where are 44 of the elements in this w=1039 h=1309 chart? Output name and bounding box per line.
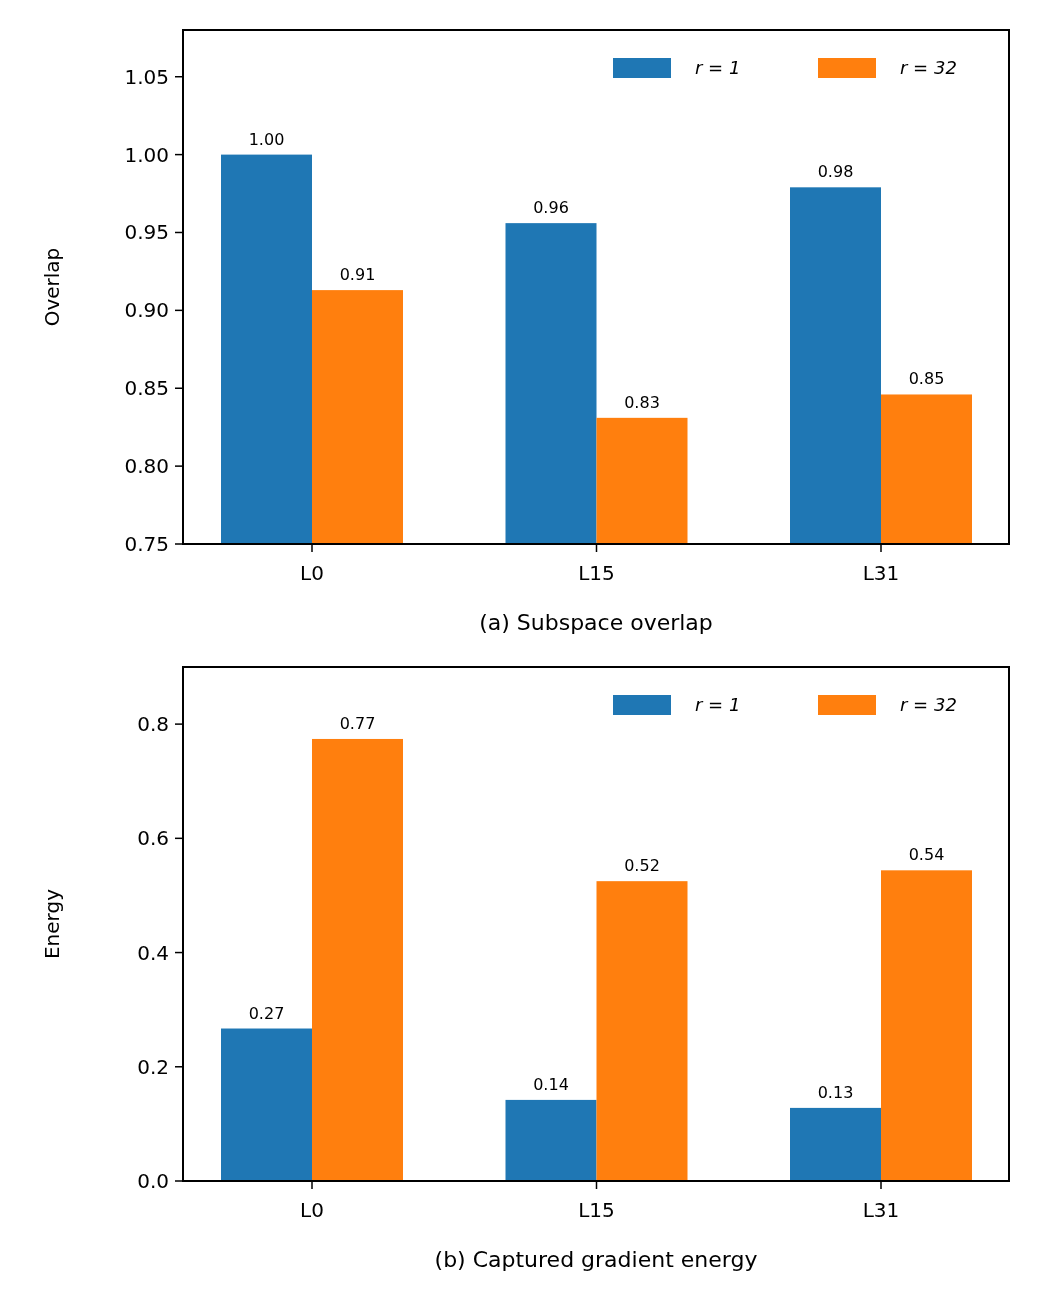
legend-label: r = 1 (695, 694, 741, 716)
y-tick-label: 0.75 (124, 532, 169, 556)
data-label: 0.85 (908, 369, 945, 389)
y-tick-label: 0.8 (137, 712, 169, 737)
data-label: 0.77 (339, 713, 376, 733)
data-label: 0.13 (817, 1082, 854, 1102)
bar (221, 1028, 312, 1181)
bar (596, 881, 688, 1181)
x-tick-label: L15 (578, 561, 615, 585)
x-tick-label: L31 (862, 1198, 900, 1222)
y-axis-title: Energy (40, 888, 64, 960)
y-axis-title: Overlap (40, 247, 64, 327)
y-tick-label: 0.0 (137, 1169, 169, 1193)
legend-label: r = 32 (900, 57, 957, 79)
y-tick-label: 1.00 (124, 142, 169, 167)
y-tick-label: 0.6 (137, 826, 169, 851)
data-label: 0.91 (339, 265, 376, 285)
legend-label: r = 1 (695, 57, 741, 79)
bar (312, 738, 403, 1181)
data-label: 1.00 (248, 129, 285, 149)
x-axis-title: (b) Captured gradient energy (434, 1247, 758, 1272)
y-tick-label: 0.80 (124, 454, 169, 479)
bar (505, 1099, 597, 1181)
bar (881, 870, 972, 1181)
x-tick-label: L15 (578, 1198, 615, 1222)
data-label: 0.98 (817, 162, 854, 182)
data-label: 0.14 (533, 1074, 569, 1094)
data-label: 0.96 (533, 198, 569, 218)
y-tick-label: 0.2 (137, 1054, 169, 1079)
data-label: 0.54 (908, 845, 945, 865)
data-label: 0.83 (624, 392, 660, 412)
y-tick-label: 0.90 (124, 298, 169, 323)
x-tick-label: L0 (300, 1198, 324, 1222)
y-tick-label: 0.95 (124, 220, 169, 245)
bar (790, 1107, 881, 1181)
x-axis-title: (a) Subspace overlap (479, 610, 713, 635)
y-tick-label: 0.4 (137, 940, 169, 965)
x-tick-label: L31 (862, 561, 900, 585)
x-tick-label: L0 (300, 561, 324, 585)
y-tick-label: 0.85 (124, 376, 169, 401)
data-label: 0.27 (248, 1003, 285, 1023)
legend-label: r = 32 (900, 694, 957, 716)
y-tick-label: 1.05 (124, 64, 169, 89)
data-label: 0.52 (624, 856, 660, 876)
